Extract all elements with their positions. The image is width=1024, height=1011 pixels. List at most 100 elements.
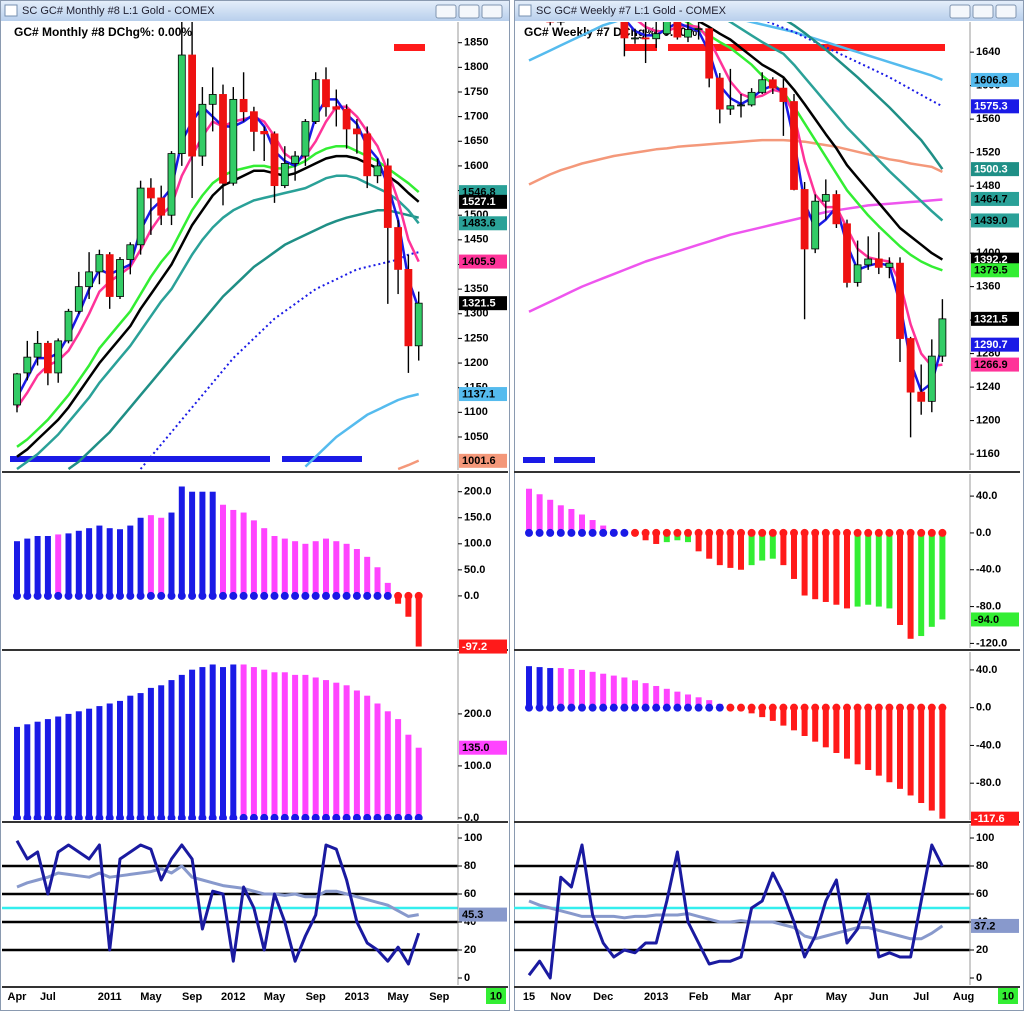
histogram-bar: [875, 532, 882, 607]
histogram-bar: [333, 682, 340, 818]
x-tick-label: Jun: [869, 991, 889, 1003]
close-button[interactable]: [481, 4, 503, 19]
signal-dot: [800, 528, 809, 537]
x-tick-label: 2012: [221, 991, 245, 1003]
histogram-bar: [918, 532, 925, 637]
histogram-bar: [374, 703, 381, 818]
moving-average: [697, 22, 944, 261]
histogram-bar: [343, 685, 350, 818]
histogram-bar: [168, 512, 175, 596]
maximize-button[interactable]: [972, 4, 994, 19]
histogram-bar: [844, 532, 850, 609]
histogram-bar: [34, 535, 41, 596]
histogram-bar: [854, 707, 861, 765]
moving-average: [15, 98, 420, 399]
signal-dot: [33, 591, 42, 600]
close-button[interactable]: [995, 4, 1017, 19]
signal-dot: [927, 528, 936, 537]
price-marker: [459, 639, 507, 654]
signal-dot: [43, 591, 52, 600]
candle-body: [74, 286, 83, 312]
candle-body: [239, 98, 248, 113]
signal-dot: [322, 813, 330, 820]
candle-body: [811, 200, 820, 250]
histogram-bar: [939, 532, 946, 620]
histogram-bar: [791, 532, 797, 579]
signal-bar: [394, 44, 425, 51]
y-tick-label: 40.0: [976, 664, 997, 676]
moving-average: [528, 198, 943, 313]
signal-dot: [167, 591, 176, 600]
x-tick-label: May: [387, 991, 409, 1003]
signal-dot: [85, 591, 94, 600]
candle-body: [853, 264, 862, 283]
signal-dot: [105, 813, 114, 820]
signal-dot: [198, 813, 207, 820]
signal-dot: [652, 703, 661, 712]
y-tick-label: 1700: [464, 111, 488, 123]
histogram-bar: [168, 680, 175, 818]
histogram-bar: [343, 543, 350, 596]
candle-body: [23, 356, 32, 374]
signal-dot: [352, 813, 361, 820]
candle-body: [260, 131, 269, 135]
histogram-bar: [65, 533, 72, 596]
histogram-bar: [844, 707, 850, 759]
histogram-bar: [158, 685, 165, 818]
y-tick-label: 150.0: [464, 512, 492, 524]
y-tick-label: 0.0: [976, 702, 991, 714]
candle-body: [821, 194, 830, 202]
histogram-bar: [178, 674, 185, 818]
maximize-button[interactable]: [458, 4, 480, 19]
candle-body: [896, 262, 904, 339]
y-tick-label: 0: [464, 972, 470, 984]
histogram-bar: [557, 668, 564, 708]
histogram-bar: [55, 716, 62, 818]
histogram-bar: [579, 669, 585, 708]
signal-dot: [609, 528, 618, 537]
histogram-bar: [271, 535, 278, 596]
candle-body: [938, 318, 947, 357]
x-tick-label: Apr: [8, 991, 28, 1003]
histogram-bar: [886, 532, 893, 609]
signal-dot: [177, 591, 186, 600]
y-tick-label: 0.0: [464, 812, 479, 824]
signal-dot: [95, 591, 104, 600]
candle-body: [311, 79, 320, 122]
histogram-bar: [801, 707, 808, 736]
histogram-bar: [137, 693, 144, 818]
x-tick-label: Mar: [731, 991, 751, 1003]
signal-dot: [599, 528, 608, 537]
minimize-button[interactable]: [949, 4, 971, 19]
signal-dot: [332, 813, 341, 820]
panel-oscillator: [514, 843, 970, 980]
minimize-button[interactable]: [435, 4, 457, 19]
signal-dot: [864, 528, 873, 537]
signal-dot: [280, 813, 289, 820]
signal-dot: [800, 703, 809, 712]
signal-dot: [188, 591, 197, 600]
x-tick-label: Aug: [953, 991, 974, 1003]
signal-dot: [332, 591, 341, 600]
y-tick-label: 0.0: [464, 590, 479, 602]
histogram-bar: [65, 713, 72, 818]
histogram-bar: [536, 667, 543, 708]
signal-dot: [917, 528, 926, 537]
histogram-bar: [610, 675, 617, 708]
x-tick-label: May: [140, 991, 162, 1003]
y-tick-label: 100.0: [464, 760, 492, 772]
signal-dot: [188, 813, 197, 820]
candle-body: [620, 22, 629, 39]
histogram-bar: [405, 595, 412, 617]
signal-dot: [662, 528, 671, 537]
signal-dot: [578, 703, 586, 712]
histogram-bar: [240, 664, 247, 818]
histogram-bar: [886, 707, 893, 783]
signal-dot: [641, 528, 650, 537]
signal-dot: [280, 591, 289, 600]
price-marker-label: 1405.9: [462, 256, 496, 268]
signal-dot: [896, 703, 904, 712]
signal-dot: [673, 528, 682, 537]
histogram-bar: [928, 707, 935, 811]
